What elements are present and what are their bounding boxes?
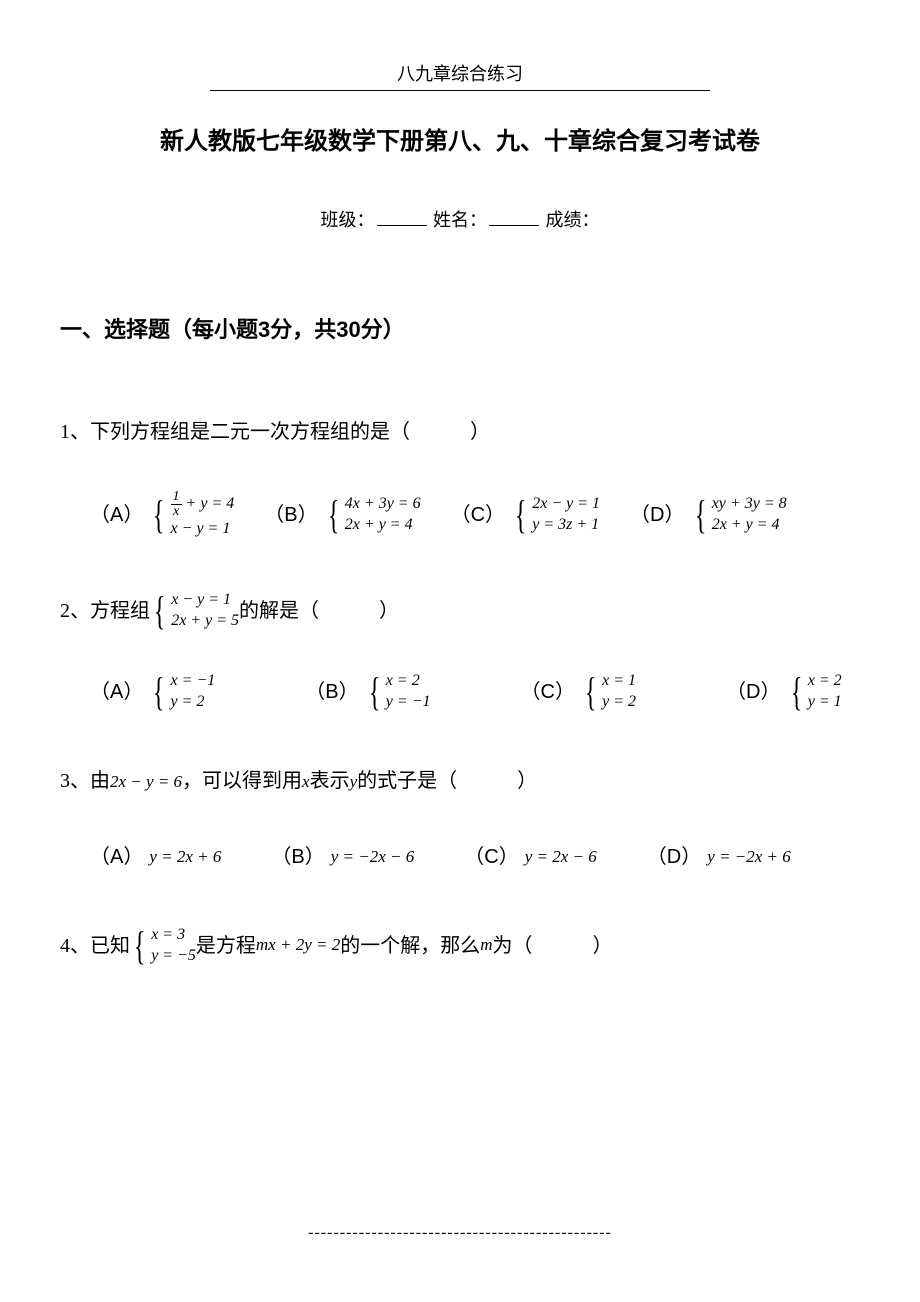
q2-c-eq2: y = 2 [602,692,636,713]
q1-a-frac-num: 1 [171,490,182,505]
q1-d-label: （D） [630,497,684,533]
q2-option-b: （B） { x = 2 y = −1 [305,671,430,713]
q3-option-c: （C） y = 2x − 6 [464,839,597,875]
q3-d-label: （D） [647,839,701,875]
q1-d-eq1: xy + 3y = 8 [712,494,787,515]
q2-option-c: （C） { x = 1 y = 2 [521,671,637,713]
q4-eq: mx + 2y = 2 [256,930,340,961]
q1-num: 1、 [60,421,90,443]
q4-sys-eq2: y = −5 [151,946,196,967]
q1-option-c: （C） { 2x − y = 1 y = 3z + 1 [451,490,600,540]
q3-eq1: 2x − y = 6 [110,772,182,791]
q1-c-label: （C） [451,497,505,533]
q3-post: 的式子是（ [357,770,457,792]
q4-pre: 已知 [90,928,130,964]
q2-close: ） [379,593,399,629]
q1-a-label: （A） [90,497,143,533]
q2-sys-eq1: x − y = 1 [171,590,239,611]
question-3: 3、由2x − y = 6，可以得到用x表示y的式子是（ ） （A） y = 2x… [60,763,860,875]
name-label: 姓名： [433,210,487,230]
q2-option-a: （A） { x = −1 y = 2 [90,671,215,713]
q1-b-label: （B） [264,497,317,533]
q2-option-d: （D） { x = 2 y = 1 [726,671,842,713]
q3-b-eq: y = −2x − 6 [331,842,415,873]
question-4: 4、 已知 { x = 3 y = −5 是方程 mx + 2y = 2 的一个… [60,925,860,967]
q4-mid1: 是方程 [196,928,256,964]
question-2: 2、 方程组 { x − y = 1 2x + y = 5 的解是（） （A） … [60,590,860,713]
q3-d-eq: y = −2x + 6 [707,842,791,873]
q4-num: 4、 [60,928,90,964]
q2-b-eq1: x = 2 [386,671,431,692]
class-blank [377,208,427,226]
q3-a-label: （A） [90,839,143,875]
q1-c-eq2: y = 3z + 1 [532,515,600,536]
q3-b-label: （B） [271,839,324,875]
q1-option-a: （A） { 1x + y = 4 x − y = 1 [90,490,234,540]
class-label: 班级： [321,210,375,230]
q1-stem: 下列方程组是二元一次方程组的是（ [90,421,410,443]
q1-d-eq2: 2x + y = 4 [712,515,787,536]
q4-mid2: 的一个解，那么 [340,928,480,964]
q3-mid2: 表示 [310,770,350,792]
main-title: 新人教版七年级数学下册第八、九、十章综合复习考试卷 [60,121,860,156]
q2-stem-post: 的解是（ [239,593,319,629]
q2-d-label: （D） [726,674,780,710]
q1-a-eq1: + y = 4 [182,495,235,512]
q3-num: 3、 [60,770,90,792]
name-blank [489,208,539,226]
q1-close: ） [470,421,490,443]
q3-mid1: ，可以得到用 [182,770,302,792]
q1-b-eq2: 2x + y = 4 [345,515,421,536]
q2-b-eq2: y = −1 [386,692,431,713]
q3-c-label: （C） [464,839,518,875]
q4-sys-eq1: x = 3 [151,925,196,946]
q3-option-b: （B） y = −2x − 6 [271,839,414,875]
q2-d-eq1: x = 2 [808,671,842,692]
q2-stem-pre: 方程组 [90,593,150,629]
q4-var: m [480,930,492,961]
q3-var1: x [302,772,310,791]
q1-option-b: （B） { 4x + 3y = 6 2x + y = 4 [264,490,420,540]
q3-c-eq: y = 2x − 6 [525,842,597,873]
q3-var2: y [350,772,358,791]
q3-option-d: （D） y = −2x + 6 [647,839,791,875]
q1-a-eq2: x − y = 1 [171,519,235,540]
q1-b-eq1: 4x + 3y = 6 [345,494,421,515]
q2-a-eq2: y = 2 [171,692,216,713]
q4-close: ） [593,928,613,964]
score-label: 成绩： [546,210,600,230]
q2-num: 2、 [60,593,90,629]
q1-option-d: （D） { xy + 3y = 8 2x + y = 4 [630,490,787,540]
q2-c-eq1: x = 1 [602,671,636,692]
q2-sys-eq2: 2x + y = 5 [171,611,239,632]
info-line: 班级： 姓名： 成绩： [60,206,860,232]
q3-a-eq: y = 2x + 6 [149,842,221,873]
question-1: 1、下列方程组是二元一次方程组的是（ ） （A） { 1x + y = 4 x −… [60,414,860,540]
section-1-title: 一、选择题（每小题3分，共30分） [60,312,860,344]
q2-d-eq2: y = 1 [808,692,842,713]
page-header: 八九章综合练习 [210,60,710,91]
q4-post: 为（ [493,928,533,964]
q3-pre: 由 [90,770,110,792]
footer-divider: ----------------------------------------… [0,1224,920,1242]
q2-c-label: （C） [521,674,575,710]
q2-b-label: （B） [305,674,358,710]
q3-option-a: （A） y = 2x + 6 [90,839,221,875]
q2-a-label: （A） [90,674,143,710]
q2-a-eq1: x = −1 [171,671,216,692]
q1-c-eq1: 2x − y = 1 [532,494,600,515]
q3-close: ） [517,770,537,792]
q1-a-frac-den: x [171,505,181,519]
